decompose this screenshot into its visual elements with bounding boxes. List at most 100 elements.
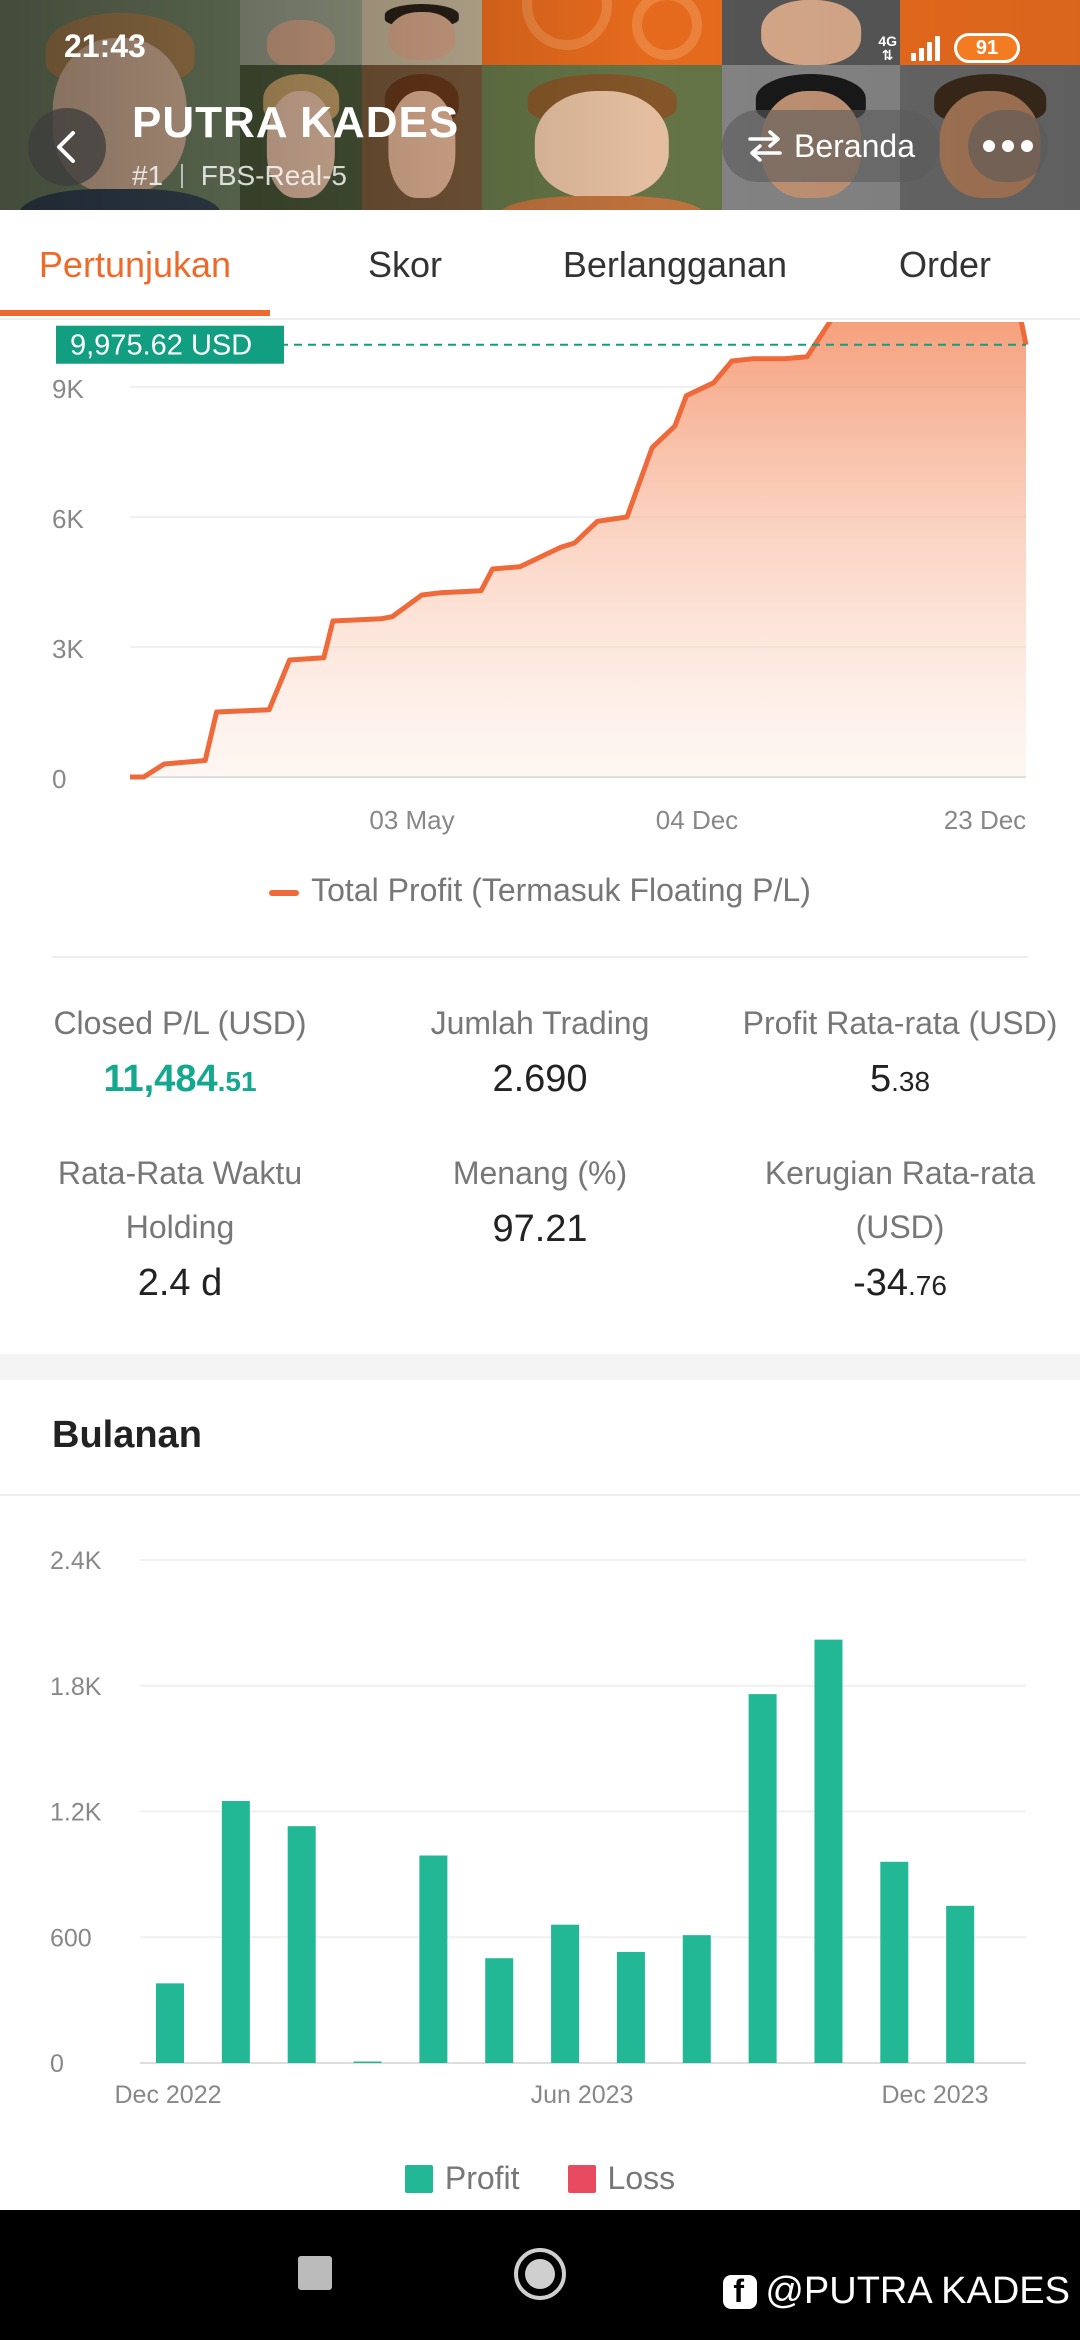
stat-label: Menang (%) [452,1155,628,1191]
stat-value: 5.38 [869,1058,931,1100]
x-tick-label: Jun 2023 [531,2081,634,2109]
trader-name: PUTRA KADES [132,98,460,147]
collage-photo [722,0,900,65]
legend-label: Profit [444,2160,520,2196]
watermark: @PUTRA KADES [723,2270,1070,2313]
beranda-button[interactable]: Beranda [722,110,940,182]
bar-profit-jun-2023[interactable] [551,1924,580,2063]
recent-apps-button[interactable] [298,2256,332,2290]
profit-area [130,322,1026,777]
stat-label: Closed P/L (USD) [53,1005,307,1041]
line-chart-legend: Total Profit (Termasuk Floating P/L) [0,872,1080,909]
x-tick-label: Dec 2023 [881,2081,988,2109]
collage-photo [240,0,362,65]
bar-profit-dec-2022[interactable] [156,1983,184,2063]
stat-jumlah-trading: Jumlah Trading 2.690 [380,996,700,1101]
collage-pattern-tile [482,0,722,65]
signal-icon [911,35,940,61]
current-value-label: 9,975.62 USD [70,330,252,362]
stat-value: 2.690 [492,1058,588,1100]
x-tick-label: 03 May [369,805,454,835]
trader-rank: #1 [132,160,164,191]
bar-profit-dec-2023[interactable] [946,1905,975,2063]
stat-closed-pl: Closed P/L (USD) 11,484.51 [20,996,340,1101]
current-value-marker: 9,975.62 USD [56,325,284,364]
divider [52,956,1028,958]
collage-photo [240,65,362,210]
bar-profit-feb-2023[interactable] [287,1826,316,2063]
y-tick-label: 3K [52,634,84,664]
bar-chart-legend: Profit Loss [0,2160,1080,2197]
status-time: 21:43 [64,28,146,64]
divider [0,1494,1080,1496]
bulanan-title: Bulanan [52,1414,202,1456]
stat-waktu-holding: Rata-Rata Waktu Holding 2.4 d [40,1146,320,1305]
total-profit-chart[interactable]: 0 3K 6K 9K 03 May 04 Dec 23 Dec 9,975.62 USD [0,322,1080,962]
status-icons: 4G ⇅ 91 [878,28,1020,68]
home-button[interactable] [514,2248,566,2300]
tab-order[interactable]: Order [898,244,992,285]
x-tick-label: Dec 2022 [114,2081,221,2109]
system-nav-bar [0,2210,1080,2340]
bar-profit-aug-2023[interactable] [682,1935,711,2063]
bar-profit-nov-2023[interactable] [880,1861,909,2063]
legend-swatch [269,889,300,896]
monthly-bar-chart[interactable]: 0 600 1.2K 1.8K 2.4K Dec 2022 Jun 2023 Dec 202… [0,1520,1080,2140]
more-dots-icon [983,140,995,152]
bar-profit-oct-2023[interactable] [814,1639,843,2063]
legend-swatch-profit [404,2164,433,2193]
legend-item-profit[interactable]: Profit [404,2160,520,2197]
profile-header: 21:43 4G ⇅ 91 PUTRA KADES #1 FBS-Real-5 B… [0,0,1080,210]
y-tick-label: 1.2K [50,1799,102,1827]
profit-line [130,322,1029,780]
stat-value: 97.21 [492,1208,588,1250]
legend-swatch-loss [567,2164,596,2193]
facebook-icon [723,2273,758,2310]
more-options-button[interactable] [968,110,1048,182]
stat-label: Profit Rata-rata (USD) [742,1005,1058,1041]
collage-photo [362,0,482,65]
y-tick-label: 600 [50,1924,92,1952]
bar-profit-sep-2023[interactable] [748,1694,777,2063]
stat-label: Kerugian Rata-rata (USD) [764,1155,1036,1245]
bar-profit-apr-2023[interactable] [419,1855,448,2063]
battery-level: 91 [975,36,999,59]
y-tick-label: 1.8K [50,1673,102,1701]
stat-profit-rata: Profit Rata-rata (USD) 5.38 [730,996,1070,1101]
x-tick-label: 04 Dec [656,805,738,835]
trader-account: #1 FBS-Real-5 [132,160,347,192]
x-tick-label: 23 Dec [944,805,1026,835]
bar-profit-may-2023[interactable] [485,1958,514,2063]
bar-profit-mar-2023[interactable] [353,2061,382,2064]
legend-item-loss[interactable]: Loss [567,2160,676,2197]
stat-label: Rata-Rata Waktu Holding [57,1155,303,1245]
stat-label: Jumlah Trading [430,1005,650,1041]
back-arrow-icon [57,131,75,163]
y-tick-label: 6K [52,504,84,534]
section-separator [0,1354,1080,1380]
active-tab-indicator [0,310,270,316]
network-indicator: 4G ⇅ [878,33,897,63]
bar-profit-jul-2023[interactable] [616,1951,645,2063]
legend-label: Total Profit (Termasuk Floating P/L) [311,872,811,908]
stat-value: -34.76 [853,1262,947,1304]
y-tick-label: 0 [50,2050,64,2078]
tab-bar: Pertunjukan Skor Berlangganan Order [0,210,1080,320]
watermark-text: @PUTRA KADES [765,2270,1070,2312]
legend-label: Loss [607,2160,676,2196]
y-tick-label: 9K [52,374,84,404]
stat-kerugian-rata: Kerugian Rata-rata (USD) -34.76 [750,1146,1050,1305]
tab-berlangganan[interactable]: Berlangganan [562,244,788,285]
stat-value: 2.4 d [137,1262,223,1304]
tab-pertunjukan[interactable]: Pertunjukan [38,244,232,285]
stat-value: 11,484.51 [103,1058,257,1100]
y-tick-label: 2.4K [50,1547,102,1575]
account-name: FBS-Real-5 [200,160,347,191]
beranda-label: Beranda [794,127,915,164]
tab-skor[interactable]: Skor [367,244,443,285]
collage-photo [362,65,482,210]
collage-photo [482,65,722,210]
swap-arrows-icon [748,130,782,162]
back-button[interactable] [28,108,106,186]
bar-profit-jan-2023[interactable] [221,1801,250,2063]
